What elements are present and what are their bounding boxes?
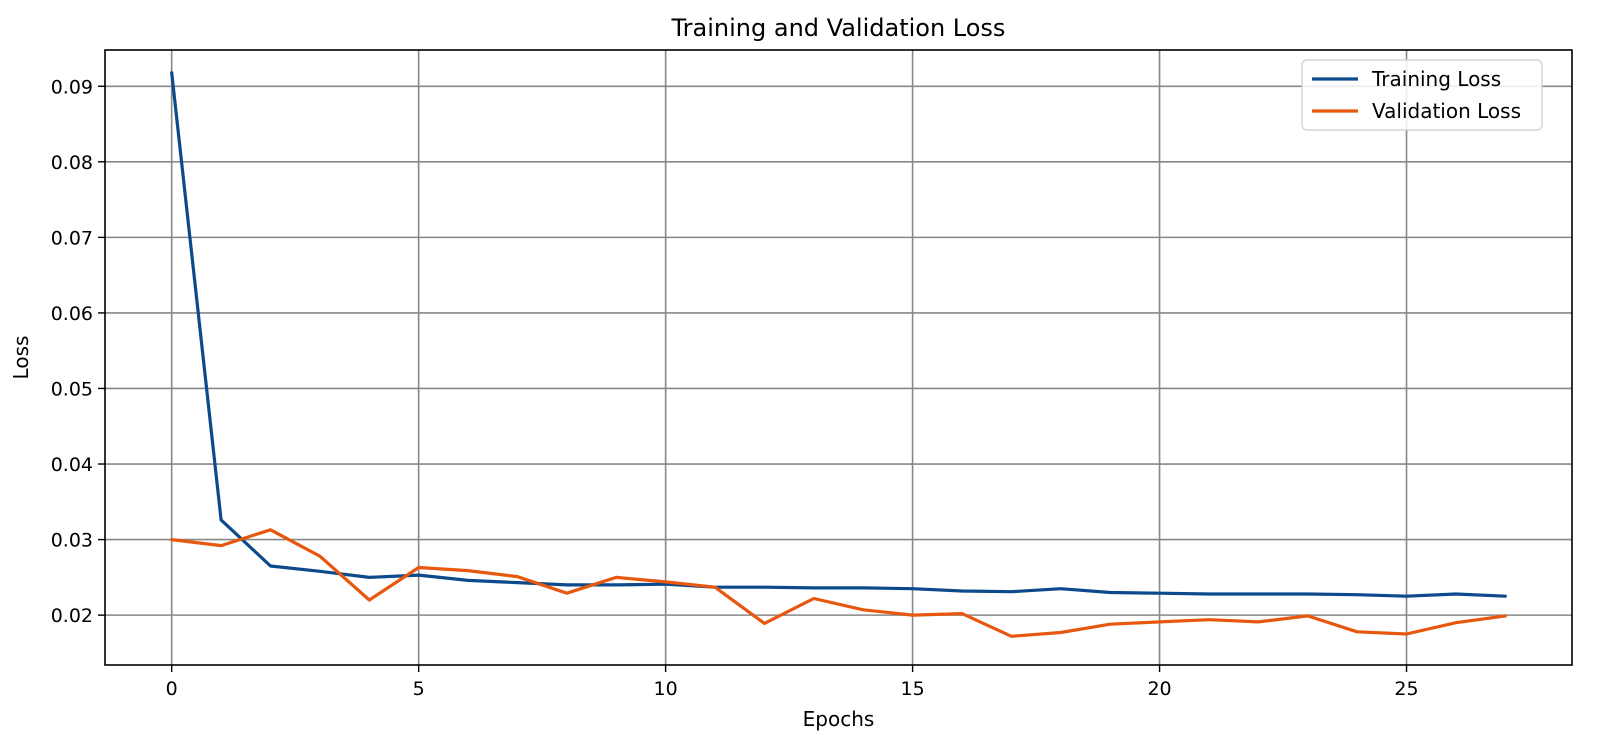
data-point bbox=[1405, 595, 1408, 598]
data-point bbox=[1109, 623, 1112, 626]
data-point bbox=[763, 622, 766, 625]
data-point bbox=[960, 589, 963, 592]
data-point bbox=[1010, 590, 1013, 593]
data-point bbox=[911, 587, 914, 590]
data-point bbox=[1454, 621, 1457, 624]
data-point bbox=[1405, 632, 1408, 635]
legend: Training Loss Validation Loss bbox=[1301, 59, 1543, 131]
y-axis-label: Loss bbox=[9, 336, 33, 380]
data-point bbox=[862, 608, 865, 611]
data-point bbox=[318, 570, 321, 573]
x-axis-label: Epochs bbox=[803, 707, 875, 731]
data-point bbox=[960, 612, 963, 615]
data-point bbox=[1306, 592, 1309, 595]
data-point bbox=[219, 544, 222, 547]
data-point bbox=[763, 586, 766, 589]
data-point bbox=[516, 575, 519, 578]
data-point bbox=[466, 569, 469, 572]
data-point bbox=[170, 538, 173, 541]
y-tick-label: 0.05 bbox=[51, 378, 93, 400]
data-point bbox=[1109, 591, 1112, 594]
data-point bbox=[565, 592, 568, 595]
chart-title: Training and Validation Loss bbox=[671, 14, 1006, 42]
y-tick-label: 0.06 bbox=[51, 303, 93, 325]
x-tick-label: 10 bbox=[654, 678, 678, 700]
data-point bbox=[1306, 614, 1309, 617]
data-point bbox=[368, 598, 371, 601]
y-tick-label: 0.09 bbox=[51, 76, 93, 98]
y-tick-label: 0.02 bbox=[51, 605, 93, 627]
data-point bbox=[1207, 618, 1210, 621]
data-point bbox=[269, 528, 272, 531]
y-tick-label: 0.08 bbox=[51, 152, 93, 174]
y-tick-label: 0.07 bbox=[51, 227, 93, 249]
x-tick-label: 25 bbox=[1394, 678, 1418, 700]
y-tick-label: 0.03 bbox=[51, 530, 93, 552]
legend-label: Validation Loss bbox=[1372, 99, 1521, 123]
axis-ticks: 0 5 10 15 20 25 0.02 0.03 0.04 0.05 0.06 0.07 0.08 0.… bbox=[51, 76, 1419, 700]
data-point bbox=[1356, 593, 1359, 596]
data-point bbox=[1356, 630, 1359, 633]
x-tick-label: 0 bbox=[166, 678, 178, 700]
y-tick-label: 0.04 bbox=[51, 454, 93, 476]
data-point bbox=[812, 586, 815, 589]
x-tick-label: 20 bbox=[1147, 678, 1171, 700]
data-point bbox=[565, 583, 568, 586]
data-point bbox=[1010, 635, 1013, 638]
data-point bbox=[170, 71, 173, 74]
data-point bbox=[1158, 620, 1161, 623]
series-lines bbox=[170, 71, 1507, 638]
data-point bbox=[1257, 592, 1260, 595]
data-point bbox=[1454, 592, 1457, 595]
data-point bbox=[516, 581, 519, 584]
legend-label: Training Loss bbox=[1371, 67, 1501, 91]
series-line-training-loss bbox=[170, 71, 1507, 598]
data-point bbox=[269, 564, 272, 567]
data-point bbox=[417, 573, 420, 576]
data-point bbox=[417, 566, 420, 569]
data-point bbox=[1504, 614, 1507, 617]
data-point bbox=[368, 576, 371, 579]
data-point bbox=[1059, 631, 1062, 634]
data-point bbox=[1257, 620, 1260, 623]
data-point bbox=[1158, 592, 1161, 595]
data-point bbox=[615, 583, 618, 586]
data-point bbox=[615, 576, 618, 579]
x-tick-label: 5 bbox=[413, 678, 425, 700]
series-line-validation-loss bbox=[170, 528, 1507, 638]
data-point bbox=[1059, 587, 1062, 590]
legend-box bbox=[1301, 59, 1543, 131]
x-tick-label: 15 bbox=[900, 678, 924, 700]
data-point bbox=[862, 586, 865, 589]
data-point bbox=[812, 597, 815, 600]
data-point bbox=[1504, 595, 1507, 598]
data-point bbox=[318, 555, 321, 558]
data-point bbox=[466, 579, 469, 582]
plot-frame bbox=[104, 49, 1573, 666]
data-point bbox=[664, 580, 667, 583]
data-point bbox=[713, 586, 716, 589]
data-point bbox=[219, 518, 222, 521]
data-point bbox=[911, 614, 914, 617]
data-point bbox=[1207, 592, 1210, 595]
